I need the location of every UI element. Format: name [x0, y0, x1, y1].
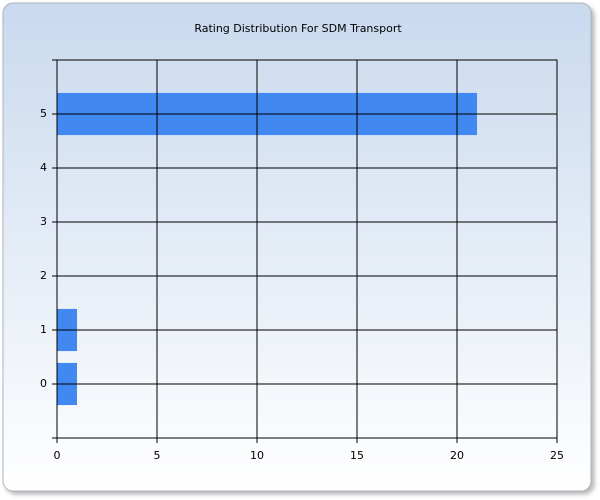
x-tick-label: 25 — [550, 449, 564, 462]
chart-title: Rating Distribution For SDM Transport — [194, 22, 402, 35]
x-tick-label: 15 — [350, 449, 364, 462]
chart-panel — [2, 2, 592, 492]
y-tick-label: 4 — [40, 161, 47, 174]
y-tick-label: 5 — [40, 107, 47, 120]
y-tick-label: 2 — [40, 269, 47, 282]
plot-border — [56, 59, 558, 439]
y-tick-label: 3 — [40, 215, 47, 228]
x-tick-label: 5 — [154, 449, 161, 462]
y-tick-label: 1 — [40, 323, 47, 336]
x-tick-label: 10 — [250, 449, 264, 462]
y-tick-label: 0 — [40, 377, 47, 390]
x-tick-label: 0 — [54, 449, 61, 462]
x-tick-label: 20 — [450, 449, 464, 462]
